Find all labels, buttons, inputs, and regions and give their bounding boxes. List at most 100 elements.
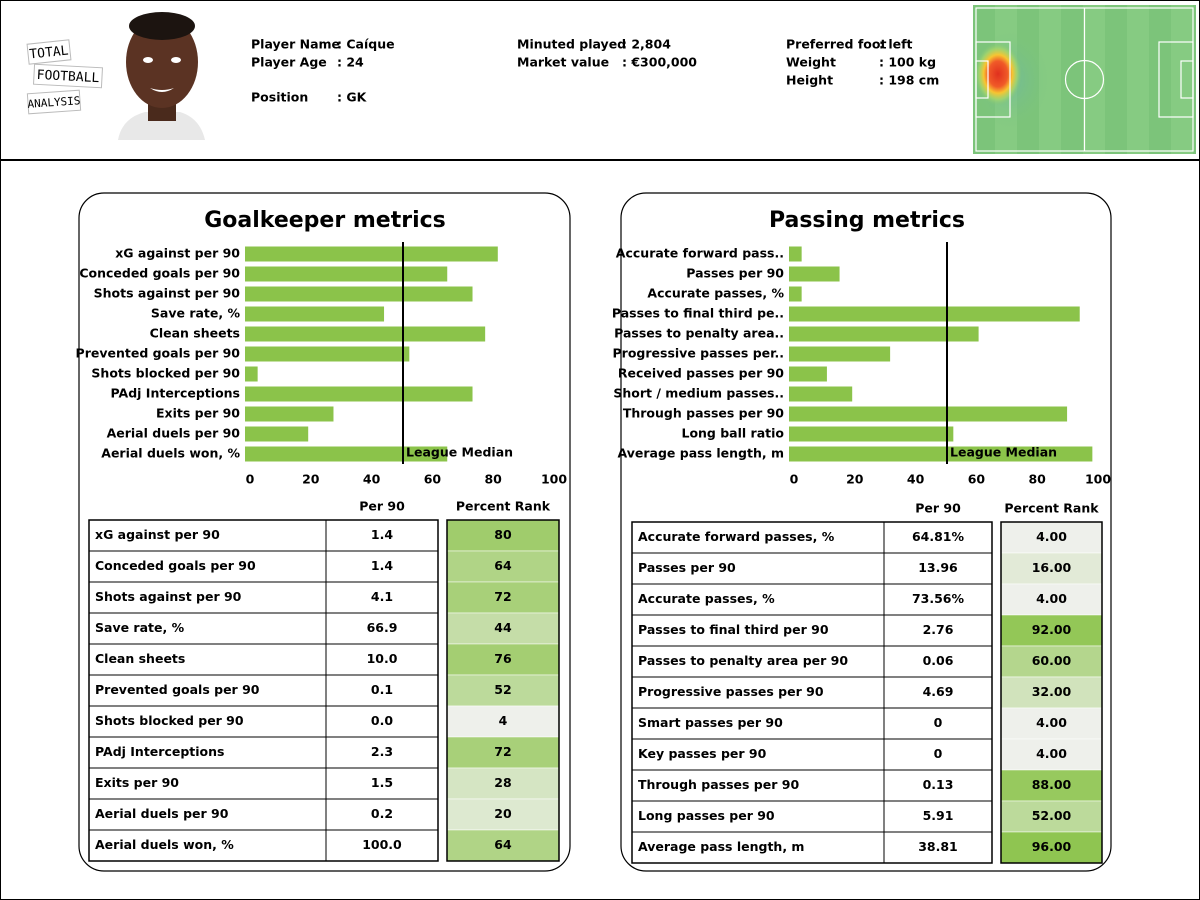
rank-cell — [446, 736, 560, 769]
metric-name: PAdj Interceptions — [95, 744, 224, 759]
category-label: Conceded goals per 90 — [79, 266, 240, 281]
table-cell — [88, 798, 327, 831]
column-header: Percent Rank — [1004, 501, 1099, 516]
metric-name: Through passes per 90 — [638, 777, 799, 792]
x-tick-label: 80 — [1028, 472, 1046, 487]
rank-cell — [1000, 614, 1103, 647]
per90-value: 0 — [934, 715, 943, 730]
logo-sticker — [26, 89, 82, 115]
info-value: : Caíque — [337, 37, 395, 52]
pitch-stripe — [1083, 5, 1105, 154]
bar — [789, 426, 954, 442]
info-value: : €300,000 — [622, 55, 697, 70]
rank-cell — [446, 581, 560, 614]
rank-value: 4.00 — [1036, 746, 1067, 761]
metric-name: Average pass length, m — [638, 839, 804, 854]
metric-name: Exits per 90 — [95, 775, 179, 790]
pitch-line — [1180, 60, 1194, 99]
rank-value: 96.00 — [1032, 839, 1072, 854]
pitch-stripe — [1039, 5, 1061, 154]
table-cell — [88, 767, 327, 800]
category-label: Progressive passes per.. — [613, 346, 784, 361]
rank-value: 44 — [494, 620, 512, 635]
table-cell — [883, 738, 993, 771]
x-tick-label: 20 — [302, 472, 320, 487]
info-value: : 198 cm — [879, 73, 939, 88]
bar — [245, 246, 498, 262]
per90-value: 1.5 — [371, 775, 393, 790]
metric-name: Accurate forward passes, % — [638, 529, 835, 544]
per90-value: 100.0 — [362, 837, 402, 852]
info-label: Player Age — [251, 55, 327, 70]
table-cell — [883, 645, 993, 678]
info-label: Height — [786, 73, 833, 88]
info-label: Market value — [517, 55, 609, 70]
per90-value: 0.1 — [371, 682, 393, 697]
bar — [245, 346, 410, 362]
logo: TOTAL FOOTBALL ANALYSIS — [26, 39, 104, 115]
rank-value: 4.00 — [1036, 591, 1067, 606]
rank-cell — [446, 643, 560, 676]
category-label: Passes to final third pe.. — [612, 306, 784, 321]
metric-name: Shots against per 90 — [95, 589, 242, 604]
rank-value: 32.00 — [1032, 684, 1072, 699]
metric-name: Progressive passes per 90 — [638, 684, 824, 699]
category-label: Through passes per 90 — [623, 406, 784, 421]
bar — [789, 406, 1068, 422]
table-cell — [325, 612, 439, 645]
pitch-stripe — [1171, 5, 1193, 154]
bar — [245, 386, 473, 402]
rank-value: 52 — [494, 682, 511, 697]
pitch-stripe — [1127, 5, 1149, 154]
heatmap — [970, 5, 1196, 154]
x-tick-label: 0 — [790, 472, 799, 487]
category-label: Shots against per 90 — [94, 286, 241, 301]
table-cell — [631, 676, 885, 709]
category-label: Exits per 90 — [156, 406, 240, 421]
bar — [245, 366, 258, 382]
bar — [789, 326, 979, 342]
table-cell — [325, 674, 439, 707]
rank-value: 28 — [494, 775, 511, 790]
x-tick-label: 100 — [541, 472, 567, 487]
table-border — [631, 521, 993, 864]
table-border — [446, 519, 560, 862]
panel-title: Goalkeeper metrics — [204, 208, 446, 233]
table-cell — [88, 643, 327, 676]
table-cell — [88, 705, 327, 738]
per90-value: 0.06 — [923, 653, 954, 668]
rank-cell — [1000, 552, 1103, 585]
table-cell — [883, 769, 993, 802]
column-header: Per 90 — [359, 499, 405, 514]
metric-name: Save rate, % — [95, 620, 185, 635]
rank-cell — [446, 829, 560, 862]
x-tick-label: 100 — [1085, 472, 1111, 487]
info-value: : left — [879, 37, 913, 52]
table-cell — [88, 829, 327, 862]
info-label: Weight — [786, 55, 836, 70]
table-cell — [88, 612, 327, 645]
metric-name: Aerial duels won, % — [95, 837, 234, 852]
per90-value: 0 — [934, 746, 943, 761]
table-cell — [325, 581, 439, 614]
bar — [245, 446, 448, 462]
x-tick-label: 80 — [484, 472, 502, 487]
x-tick-label: 20 — [846, 472, 864, 487]
bar — [789, 246, 802, 262]
metric-name: Key passes per 90 — [638, 746, 767, 761]
metric-name: Passes per 90 — [638, 560, 736, 575]
metric-name: Passes to final third per 90 — [638, 622, 829, 637]
pitch-line — [1064, 59, 1105, 100]
bar — [789, 446, 1093, 462]
median-label: League Median — [406, 445, 513, 460]
rank-value: 60.00 — [1032, 653, 1072, 668]
column-header: Per 90 — [915, 501, 961, 516]
rank-value: 20 — [494, 806, 512, 821]
metric-name: Smart passes per 90 — [638, 715, 783, 730]
category-label: Accurate passes, % — [647, 286, 784, 301]
x-tick-label: 60 — [424, 472, 442, 487]
per90-value: 38.81 — [918, 839, 958, 854]
rank-value: 4 — [499, 713, 508, 728]
bar — [245, 326, 486, 342]
info-label: Preferred foot — [786, 37, 886, 52]
